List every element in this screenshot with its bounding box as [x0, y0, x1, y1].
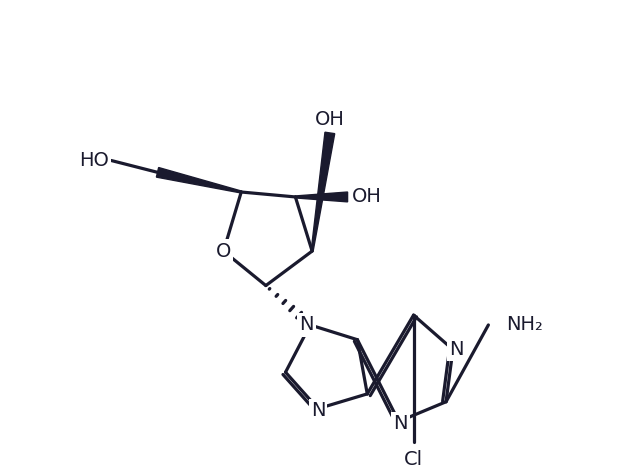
Text: N: N [394, 414, 408, 433]
Polygon shape [156, 167, 241, 193]
Text: NH₂: NH₂ [506, 315, 543, 335]
Text: N: N [311, 401, 325, 420]
Text: Cl: Cl [404, 450, 423, 470]
Text: N: N [299, 315, 314, 335]
Text: OH: OH [351, 188, 381, 206]
Polygon shape [296, 192, 348, 202]
Text: N: N [450, 340, 464, 359]
Text: O: O [216, 242, 231, 260]
Text: OH: OH [315, 110, 345, 129]
Polygon shape [311, 132, 335, 251]
Text: HO: HO [79, 151, 109, 170]
